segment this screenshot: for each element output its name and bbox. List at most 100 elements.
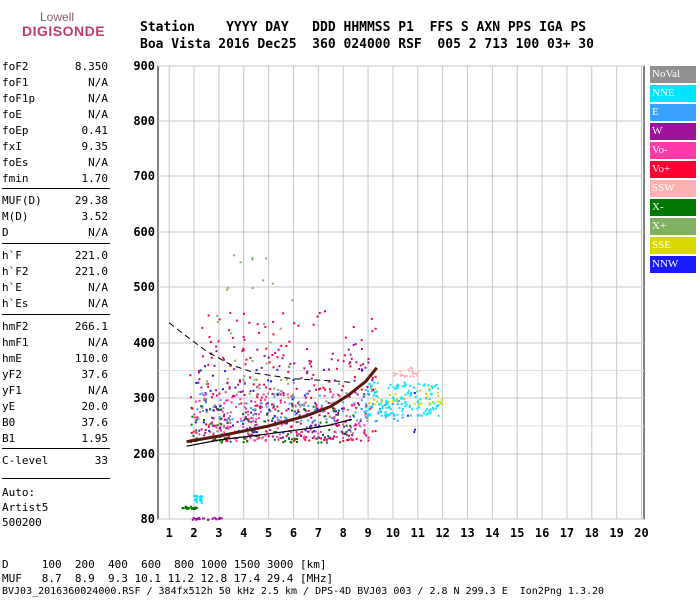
echo-point (371, 430, 374, 433)
echo-point (367, 408, 370, 411)
echo-point (249, 420, 252, 423)
echo-point (203, 399, 206, 402)
echo-point (246, 440, 249, 443)
echo-point (437, 414, 440, 417)
echo-point (359, 425, 362, 428)
echo-point (328, 436, 331, 439)
echo-point (343, 425, 346, 428)
echo-point (251, 256, 254, 259)
echo-point (208, 336, 211, 339)
echo-point (239, 380, 242, 383)
header-values: Boa Vista 2016 Dec25 360 024000 RSF 005 … (140, 37, 594, 52)
echo-point (299, 422, 302, 425)
echo-point (324, 388, 327, 391)
echo-point (246, 410, 249, 413)
auto-line: Auto: (2, 486, 36, 499)
echo-point (192, 430, 195, 433)
echo-point (297, 400, 300, 403)
echo-point (289, 362, 292, 365)
echo-point (366, 390, 369, 393)
legend-item-sse: SSE (650, 237, 696, 254)
echo-point (419, 398, 422, 401)
param-label: hmF2 (2, 320, 29, 333)
echo-point (354, 428, 357, 431)
echo-point (305, 426, 308, 429)
param-value: 9.35 (81, 140, 109, 153)
echo-point (258, 436, 261, 439)
echo-point (440, 403, 443, 406)
echo-point (251, 417, 254, 420)
echo-point (265, 430, 268, 433)
echo-point (304, 438, 307, 441)
legend-item-nnw: NNW (650, 256, 696, 273)
echo-point (272, 320, 275, 323)
echo-point (325, 418, 328, 421)
echo-point (242, 420, 245, 423)
echo-point (258, 413, 261, 416)
echo-point (218, 439, 221, 442)
echo-point (306, 430, 309, 433)
param-label: MUF(D) (2, 194, 42, 207)
echo-point (251, 359, 254, 362)
echo-point (294, 413, 297, 416)
echo-point (285, 409, 288, 412)
echo-point (226, 377, 229, 380)
echo-point (255, 378, 258, 381)
echo-point (285, 422, 288, 425)
echo-point (264, 434, 267, 437)
echo-point (225, 419, 228, 422)
echo-point (332, 416, 335, 419)
echo-point (280, 401, 283, 404)
echo-point (254, 424, 257, 427)
echo-point (371, 330, 374, 333)
echo-point (195, 437, 198, 440)
echo-point (337, 411, 340, 414)
echo-point (310, 360, 313, 363)
echo-point (212, 432, 215, 435)
param-row-ye: yE 20.0 (2, 400, 108, 414)
echo-point (321, 434, 324, 437)
echo-point (299, 405, 302, 408)
echo-point (229, 421, 232, 424)
echo-point (337, 382, 340, 385)
echo-point (264, 439, 267, 442)
echo-point (190, 423, 193, 426)
echo-point (242, 312, 245, 315)
echo-point (280, 436, 283, 439)
echo-point (259, 399, 262, 402)
footer-distance-row: D 100 200 400 600 800 1000 1500 3000 [km… (2, 558, 327, 571)
echo-point (399, 374, 402, 377)
echo-point (312, 373, 315, 376)
param-label: hmE (2, 352, 22, 365)
echo-point (184, 505, 187, 508)
param-value: N/A (88, 156, 108, 169)
echo-point (403, 385, 406, 388)
echo-point (198, 517, 201, 520)
echo-point (349, 353, 352, 356)
echo-point (233, 345, 236, 348)
echo-point (228, 419, 231, 422)
echo-point (244, 363, 247, 366)
echo-point (380, 402, 383, 405)
echo-point (428, 389, 431, 392)
echo-point (323, 394, 326, 397)
echo-point (218, 516, 221, 519)
x-tick-label: 19 (609, 526, 623, 540)
echo-point (273, 431, 276, 434)
echo-point (307, 430, 310, 433)
footer-file-info: BVJ03_2016360024000.RSF / 384fx512h 50 k… (2, 586, 605, 597)
o-trace-curve (186, 366, 378, 444)
echo-point (199, 369, 202, 372)
echo-point (205, 383, 208, 386)
echo-point (300, 430, 303, 433)
echo-point (334, 431, 337, 434)
echo-point (226, 399, 229, 402)
echo-point (222, 356, 225, 359)
echo-point (265, 362, 268, 365)
echo-point (404, 393, 407, 396)
echo-point (229, 364, 232, 367)
echo-point (276, 368, 279, 371)
echo-point (225, 288, 228, 291)
echo-point (353, 424, 356, 427)
echo-point (245, 417, 248, 420)
